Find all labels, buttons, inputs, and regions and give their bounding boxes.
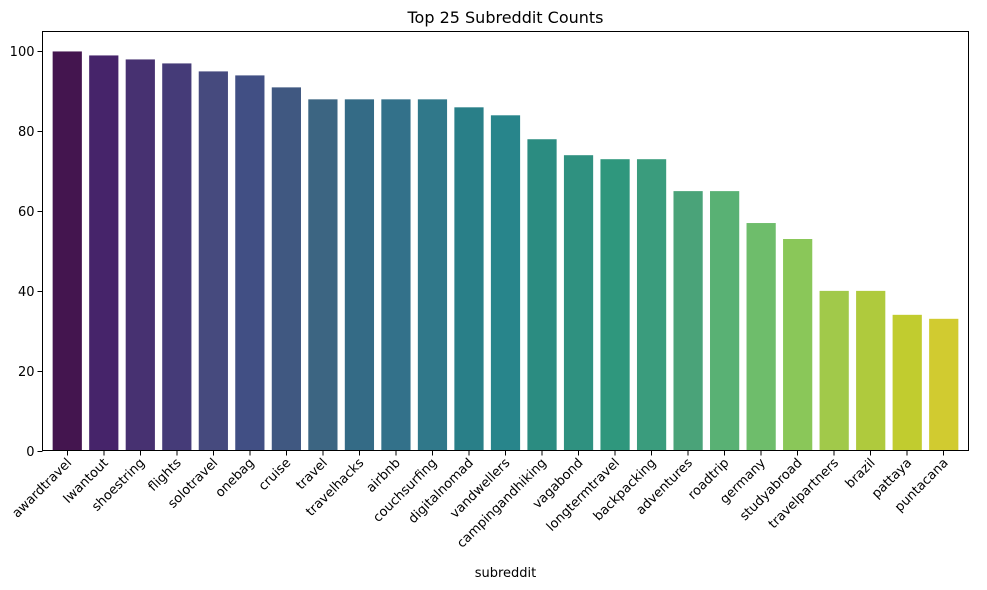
x-tick-label: awardtravel <box>10 456 76 522</box>
bar-brazil <box>856 290 886 451</box>
bar-solotravel <box>198 71 228 451</box>
bar-airbnb <box>381 99 411 451</box>
bar-vandwellers <box>490 115 521 451</box>
y-tick-label: 100 <box>10 45 35 60</box>
y-tick-label: 20 <box>18 365 35 380</box>
bar-longtermtravel <box>600 159 630 451</box>
y-axis: 0 20 40 60 80 100 <box>10 45 43 460</box>
bar-roadtrip <box>710 191 740 451</box>
bar-travelhacks <box>344 99 375 451</box>
bar-studyabroad <box>783 239 813 451</box>
bar-campingandhiking <box>527 139 557 451</box>
x-axis-label: subreddit <box>475 566 537 581</box>
x-tick-label: cruise <box>256 456 294 494</box>
bar-onebag <box>235 75 265 451</box>
bar-backpacking <box>636 159 667 451</box>
bar-Iwantout <box>89 55 119 451</box>
y-tick-label: 80 <box>18 125 35 140</box>
bar-digitalnomad <box>454 107 484 451</box>
bar-travelpartners <box>819 290 849 451</box>
y-tick-label: 40 <box>18 285 35 300</box>
bar-cruise <box>271 87 301 451</box>
bar-germany <box>746 223 776 451</box>
bar-flights <box>162 63 192 451</box>
bar-adventures <box>673 191 703 451</box>
y-tick-label: 60 <box>18 205 35 220</box>
bar-shoestring <box>125 59 155 451</box>
bar-vagabond <box>563 155 594 451</box>
x-tick-label: couchsurfing <box>370 456 440 526</box>
bar-puntacana <box>929 318 959 451</box>
plot-frame <box>42 31 969 451</box>
bars-group <box>52 51 959 451</box>
bar-travel <box>308 99 338 451</box>
x-axis: awardtravelIwantoutshoestringflightssolo… <box>10 450 952 551</box>
bar-awardtravel <box>52 51 82 451</box>
bar-pattaya <box>892 314 922 451</box>
chart-title: Top 25 Subreddit Counts <box>406 8 603 27</box>
y-tick-label: 0 <box>26 445 34 460</box>
bar-couchsurfing <box>417 99 448 451</box>
x-tick-label: onebag <box>213 456 258 501</box>
